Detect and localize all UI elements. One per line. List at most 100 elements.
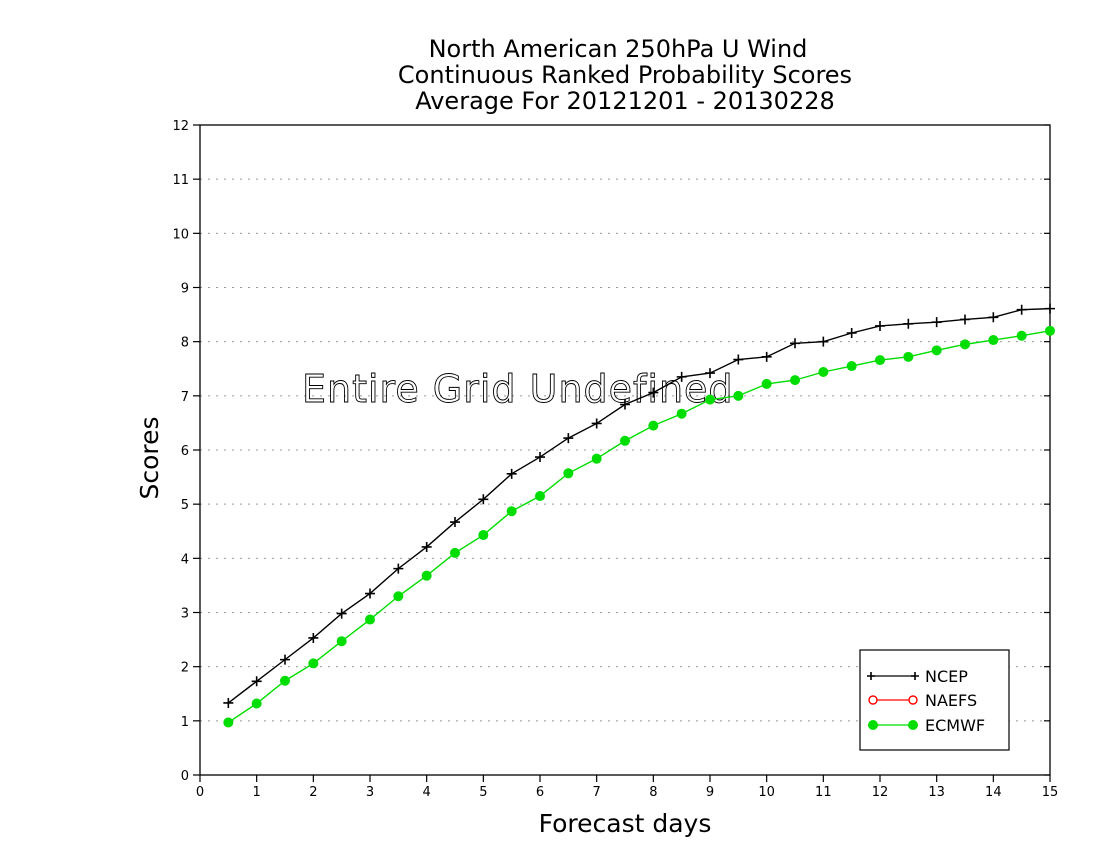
- legend-label-naefs: NAEFS: [925, 691, 977, 710]
- x-tick-label: 3: [366, 785, 374, 800]
- x-axis-ticks: 0 1 2 3 4 5 6 7 8 9 10 11 12 13 14 15: [196, 775, 1058, 800]
- data-point-ncep: [393, 563, 404, 574]
- data-point-ecmwf: [988, 335, 999, 346]
- data-point-ncep: [280, 654, 290, 665]
- data-point-ncep: [676, 371, 687, 382]
- filled-circle-marker-icon: [908, 720, 918, 730]
- data-point-ecmwf: [761, 378, 772, 389]
- y-tick-label: 2: [181, 661, 189, 676]
- data-point-ncep: [931, 317, 942, 328]
- data-point-ncep: [761, 351, 772, 362]
- legend: NCEP NAEFS ECMWF: [859, 649, 1010, 751]
- data-point-ncep: [251, 676, 262, 687]
- data-point-ecmwf: [1016, 330, 1027, 341]
- x-tick-label: 7: [593, 785, 601, 800]
- open-circle-marker-icon: [868, 695, 878, 705]
- data-point-ncep: [733, 354, 744, 365]
- x-tick-label: 13: [928, 785, 945, 800]
- data-point-ecmwf: [960, 339, 970, 350]
- horizontal-gridlines: [200, 178, 1050, 722]
- data-point-ncep: [336, 608, 347, 619]
- series-ncep: [223, 303, 1055, 708]
- legend-item-ecmwf: ECMWF: [868, 716, 985, 735]
- data-point-ncep: [450, 517, 460, 528]
- data-point-ecmwf: [705, 394, 715, 405]
- data-point-ecmwf: [875, 355, 885, 366]
- x-tick-label: 1: [253, 785, 261, 800]
- data-point-ncep: [818, 336, 829, 347]
- data-point-ecmwf: [535, 491, 545, 502]
- data-point-ecmwf: [591, 453, 602, 464]
- filled-circle-marker-icon: [868, 720, 878, 730]
- x-axis-label: Forecast days: [539, 809, 712, 838]
- data-point-ecmwf: [818, 367, 829, 377]
- legend-item-naefs: NAEFS: [868, 691, 977, 710]
- data-point-ncep: [365, 588, 375, 599]
- legend-label-ecmwf: ECMWF: [925, 716, 985, 735]
- data-point-ncep: [223, 697, 234, 708]
- x-tick-label: 9: [706, 785, 714, 800]
- data-point-ecmwf: [790, 375, 800, 386]
- x-tick-label: 8: [649, 785, 657, 800]
- data-point-ncep: [506, 468, 517, 479]
- data-point-ncep: [903, 318, 914, 329]
- data-point-ncep: [1016, 304, 1027, 315]
- x-tick-label: 14: [985, 785, 1002, 800]
- y-tick-label: 8: [181, 336, 189, 351]
- data-point-ecmwf: [365, 614, 375, 625]
- plus-marker-icon: [867, 672, 919, 680]
- y-tick-label: 3: [181, 607, 189, 622]
- data-point-ecmwf: [620, 435, 630, 446]
- series-layer: [223, 303, 1055, 728]
- data-point-ecmwf: [336, 636, 347, 647]
- legend-label-ncep: NCEP: [925, 667, 968, 686]
- series-ecmwf: [223, 325, 1055, 728]
- data-point-ecmwf: [903, 351, 914, 362]
- data-point-ecmwf: [421, 570, 432, 581]
- y-tick-label: 12: [172, 119, 189, 134]
- data-point-ncep: [620, 399, 630, 410]
- y-tick-label: 9: [181, 282, 189, 297]
- data-point-ecmwf: [563, 468, 574, 479]
- title-line-2: Continuous Ranked Probability Scores: [398, 61, 852, 89]
- data-point-ncep: [648, 387, 659, 398]
- y-tick-label: 11: [172, 173, 189, 188]
- y-tick-label: 5: [181, 498, 189, 513]
- data-point-ecmwf: [280, 675, 290, 686]
- data-point-ncep: [875, 320, 885, 331]
- x-tick-label: 15: [1042, 785, 1059, 800]
- x-tick-label: 0: [196, 785, 204, 800]
- data-point-ncep: [988, 312, 999, 323]
- data-point-ecmwf: [450, 547, 460, 558]
- y-axis-label: Scores: [135, 416, 164, 499]
- y-tick-label: 1: [181, 715, 189, 730]
- open-circle-marker-icon: [908, 695, 918, 705]
- data-point-ecmwf: [676, 408, 687, 419]
- data-point-ncep: [478, 494, 489, 505]
- data-point-ecmwf: [251, 698, 262, 709]
- x-tick-label: 6: [536, 785, 544, 800]
- title-line-1: North American 250hPa U Wind: [429, 35, 808, 63]
- data-point-ecmwf: [506, 506, 517, 517]
- data-point-ecmwf: [223, 717, 234, 728]
- data-point-ecmwf: [1045, 325, 1055, 336]
- data-point-ecmwf: [308, 658, 319, 669]
- y-tick-label: 4: [181, 552, 189, 567]
- data-point-ncep: [846, 328, 857, 338]
- data-point-ncep: [790, 338, 800, 349]
- y-tick-label: 10: [172, 227, 189, 242]
- chart-title: North American 250hPa U Wind Continuous …: [398, 35, 852, 115]
- data-point-ncep: [421, 541, 432, 552]
- data-point-ncep: [535, 452, 545, 463]
- data-point-ecmwf: [393, 591, 404, 602]
- data-point-ecmwf: [931, 345, 942, 356]
- data-point-ncep: [960, 314, 970, 325]
- x-tick-label: 12: [872, 785, 889, 800]
- legend-item-ncep: NCEP: [867, 667, 968, 686]
- data-point-ncep: [563, 433, 574, 444]
- y-tick-label: 0: [181, 769, 189, 784]
- data-point-ecmwf: [733, 390, 744, 401]
- data-point-ncep: [308, 632, 319, 643]
